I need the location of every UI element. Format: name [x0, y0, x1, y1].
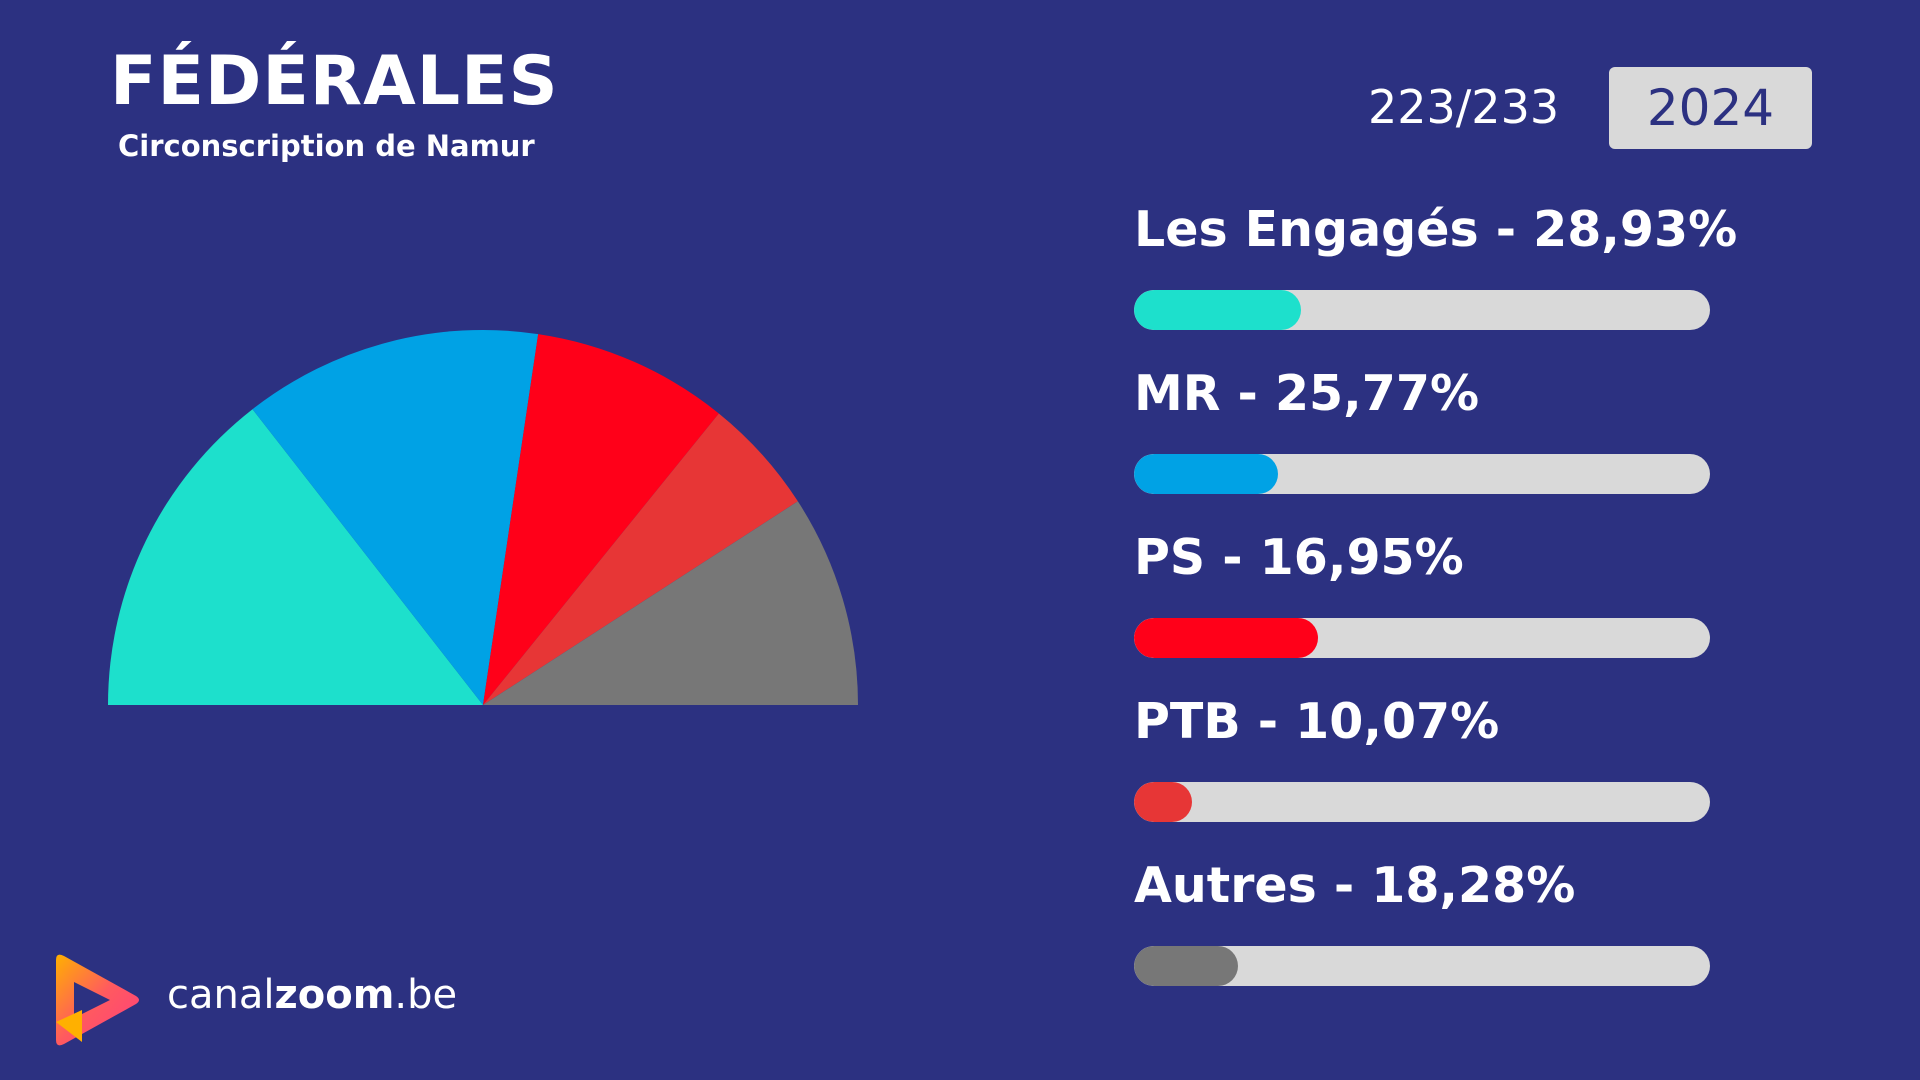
party-bar-track	[1134, 290, 1710, 330]
party-bar-track	[1134, 454, 1710, 494]
pie-slice-autres	[483, 501, 858, 705]
page-title: FÉDÉRALES	[110, 42, 559, 121]
pie-slice-mr	[252, 329, 539, 705]
year-badge: 2024	[1609, 67, 1812, 149]
party-bar-fill	[1134, 290, 1302, 330]
site-logo-text: canalzoom.be	[167, 975, 457, 1015]
party-bar-fill	[1134, 782, 1192, 822]
party-label: Les Engagés - 28,93%	[1134, 201, 1738, 258]
pie-slice-ptb	[483, 413, 798, 705]
site-part-1: canal	[167, 972, 275, 1018]
party-label: PS - 16,95%	[1134, 529, 1464, 586]
counted-offices: 223/233	[1368, 80, 1560, 134]
party-bar-fill	[1134, 454, 1278, 494]
party-label: Autres - 18,28%	[1134, 857, 1576, 914]
party-bar-track	[1134, 782, 1710, 822]
page-subtitle: Circonscription de Namur	[118, 129, 535, 163]
party-bar-track	[1134, 946, 1710, 986]
site-part-2: .be	[394, 972, 458, 1018]
pie-slice-les-engag-s	[108, 409, 483, 705]
party-label: MR - 25,77%	[1134, 365, 1480, 422]
party-label: PTB - 10,07%	[1134, 693, 1500, 750]
site-part-bold: zoom	[274, 972, 395, 1018]
party-bar-fill	[1134, 618, 1319, 658]
pie-slice-ps	[483, 334, 719, 705]
party-bar-fill	[1134, 946, 1238, 986]
play-icon	[56, 954, 139, 1046]
party-bar-track	[1134, 618, 1710, 658]
